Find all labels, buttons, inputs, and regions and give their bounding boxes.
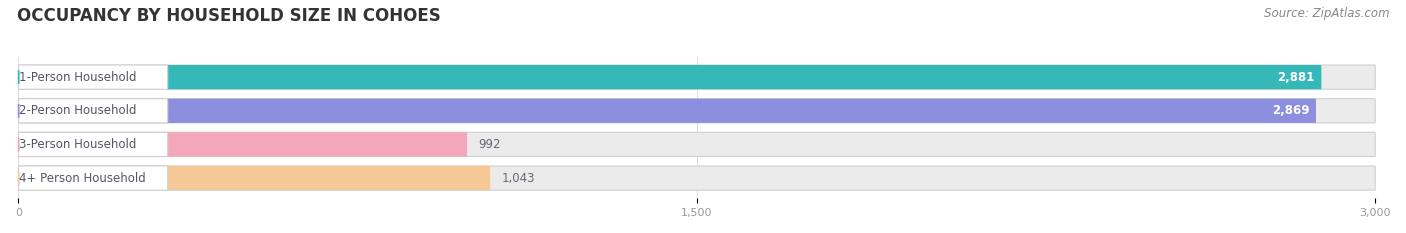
FancyBboxPatch shape — [18, 132, 1375, 157]
FancyBboxPatch shape — [18, 166, 491, 190]
FancyBboxPatch shape — [18, 65, 1375, 89]
FancyBboxPatch shape — [18, 99, 167, 123]
Text: 4+ Person Household: 4+ Person Household — [18, 171, 145, 185]
Text: 1,043: 1,043 — [502, 171, 536, 185]
FancyBboxPatch shape — [18, 99, 1375, 123]
Text: 2-Person Household: 2-Person Household — [18, 104, 136, 117]
Text: 992: 992 — [478, 138, 501, 151]
FancyBboxPatch shape — [18, 132, 167, 157]
Text: 1-Person Household: 1-Person Household — [18, 71, 136, 84]
FancyBboxPatch shape — [18, 166, 167, 190]
Text: 3-Person Household: 3-Person Household — [18, 138, 136, 151]
Text: Source: ZipAtlas.com: Source: ZipAtlas.com — [1264, 7, 1389, 20]
Text: OCCUPANCY BY HOUSEHOLD SIZE IN COHOES: OCCUPANCY BY HOUSEHOLD SIZE IN COHOES — [17, 7, 440, 25]
FancyBboxPatch shape — [18, 65, 167, 89]
Text: 2,881: 2,881 — [1277, 71, 1315, 84]
FancyBboxPatch shape — [18, 132, 467, 157]
FancyBboxPatch shape — [18, 99, 1316, 123]
FancyBboxPatch shape — [18, 65, 1322, 89]
Text: 2,869: 2,869 — [1271, 104, 1309, 117]
FancyBboxPatch shape — [18, 166, 1375, 190]
